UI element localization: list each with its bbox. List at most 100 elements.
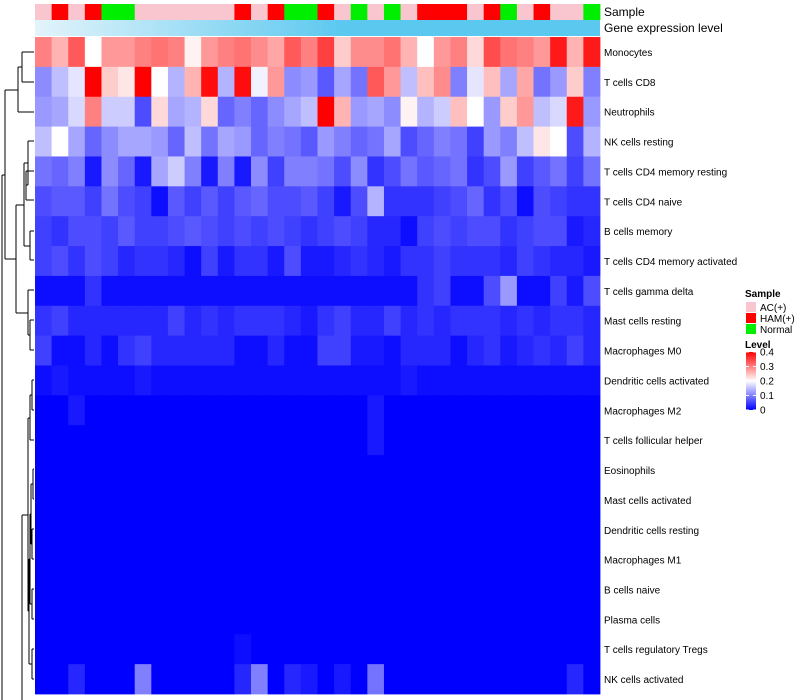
heatmap-cell	[433, 604, 451, 635]
heatmap-cell	[167, 126, 185, 157]
heatmap-cell	[533, 156, 551, 187]
heatmap-cell	[450, 96, 468, 127]
heatmap-cell	[400, 275, 418, 307]
heatmap-cell	[566, 425, 584, 456]
heatmap-cell	[483, 395, 501, 426]
heatmap-cell	[334, 664, 352, 695]
heatmap-cell	[118, 365, 136, 396]
heatmap-cell	[483, 66, 501, 98]
heatmap-cell	[300, 275, 318, 307]
heatmap-cell	[184, 335, 202, 366]
heatmap-cell	[500, 574, 518, 605]
heatmap-cell	[467, 216, 485, 247]
heatmap-cell	[101, 126, 119, 157]
heatmap-cell	[383, 126, 401, 157]
heatmap-cell	[334, 186, 352, 217]
heatmap-cell	[300, 484, 318, 516]
row-label: Dendritic cells activated	[604, 376, 709, 387]
heatmap-cell	[201, 455, 219, 486]
heatmap-cell	[583, 246, 601, 277]
sample-annotation-cell	[101, 4, 119, 20]
sample-legend-swatch	[746, 302, 756, 312]
heatmap-cell	[35, 126, 53, 157]
heatmap-cell	[483, 425, 501, 456]
heatmap-cell	[383, 66, 401, 98]
heatmap-cell	[51, 484, 69, 516]
heatmap-cell	[383, 574, 401, 605]
heatmap-cell	[334, 305, 352, 337]
heatmap-cell	[234, 126, 252, 157]
heatmap-cell	[550, 156, 568, 187]
heatmap-cell	[450, 514, 468, 546]
heatmap-cell	[433, 365, 451, 396]
heatmap-cell	[267, 544, 285, 575]
heatmap-cell	[201, 96, 219, 127]
heatmap-cell	[566, 156, 584, 187]
row-label: B cells naive	[604, 586, 661, 597]
heatmap-cell	[68, 574, 86, 605]
heatmap-cell	[267, 126, 285, 157]
heatmap-cell	[267, 604, 285, 635]
sample-annotation-cell	[167, 4, 185, 20]
heatmap-cell	[400, 37, 418, 68]
heatmap-cell	[483, 335, 501, 366]
heatmap-cell	[217, 156, 235, 187]
heatmap-cell	[317, 66, 335, 98]
heatmap-cell	[234, 96, 252, 127]
heatmap-cell	[367, 425, 385, 456]
heatmap-cell	[450, 246, 468, 277]
heatmap-cell	[367, 156, 385, 187]
heatmap-cell	[251, 96, 269, 127]
heatmap-cell	[101, 365, 119, 396]
heatmap-cell	[350, 305, 368, 337]
heatmap-cell	[383, 246, 401, 277]
heatmap-cell	[35, 305, 53, 337]
heatmap-cell	[433, 305, 451, 337]
heatmap-cell	[566, 246, 584, 277]
heatmap-cell	[550, 216, 568, 247]
heatmap-cells	[35, 37, 601, 695]
heatmap-cell	[184, 544, 202, 575]
heatmap-cell	[167, 66, 185, 98]
heatmap-cell	[417, 604, 435, 635]
heatmap-cell	[483, 246, 501, 277]
heatmap-cell	[201, 425, 219, 456]
heatmap-cell	[350, 455, 368, 486]
heatmap-cell	[317, 484, 335, 516]
heatmap-cell	[500, 514, 518, 546]
heatmap-cell	[151, 305, 169, 337]
row-label: Mast cells resting	[604, 317, 681, 328]
heatmap-cell	[184, 216, 202, 247]
heatmap-cell	[201, 186, 219, 217]
heatmap-cell	[383, 156, 401, 187]
heatmap-cell	[184, 246, 202, 277]
heatmap-cell	[417, 634, 435, 665]
heatmap-cell	[350, 365, 368, 396]
level-legend-tick-label: 0.2	[760, 377, 774, 388]
heatmap-cell	[500, 275, 518, 307]
heatmap-cell	[500, 604, 518, 635]
heatmap-cell	[51, 365, 69, 396]
heatmap-cell	[184, 126, 202, 157]
row-label: Macrophages M0	[604, 347, 682, 358]
heatmap-cell	[201, 604, 219, 635]
heatmap-cell	[550, 365, 568, 396]
heatmap-cell	[317, 455, 335, 486]
sample-annotation-cell	[118, 4, 136, 20]
heatmap-cell	[68, 96, 86, 127]
heatmap-cell	[201, 484, 219, 516]
heatmap-cell	[234, 66, 252, 98]
heatmap-cell	[234, 425, 252, 456]
heatmap-cell	[217, 544, 235, 575]
sample-annotation-cell	[583, 4, 601, 20]
row-label: T cells CD4 memory resting	[604, 167, 727, 178]
heatmap-cell	[467, 246, 485, 277]
heatmap-cell	[433, 455, 451, 486]
heatmap-cell	[583, 514, 601, 546]
heatmap-cell	[201, 216, 219, 247]
sample-annotation-cell	[467, 4, 485, 20]
heatmap-cell	[317, 425, 335, 456]
heatmap-cell	[417, 395, 435, 426]
heatmap-cell	[167, 604, 185, 635]
heatmap-cell	[51, 305, 69, 337]
